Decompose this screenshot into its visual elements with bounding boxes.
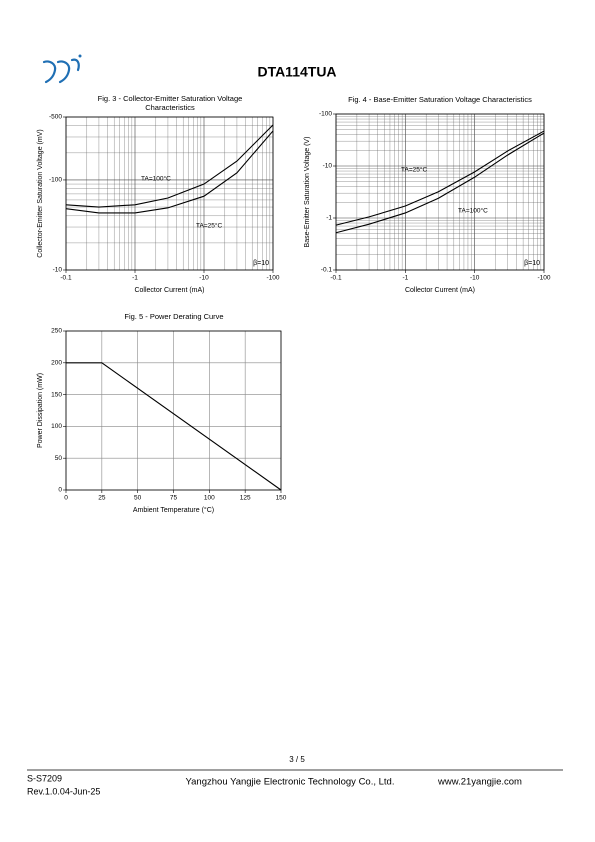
- x-tick-label: -10: [199, 275, 209, 282]
- x-tick-label: 50: [134, 495, 142, 502]
- logo: [42, 54, 82, 84]
- chart-title: Fig. 5 - Power Derating Curve: [124, 312, 223, 321]
- series-label: TA=100°C: [458, 207, 488, 215]
- y-tick-label: -0.1: [321, 267, 333, 274]
- x-tick-label: -0.1: [60, 275, 72, 282]
- x-tick-label: -10: [470, 275, 480, 282]
- x-tick-label: -100: [537, 275, 550, 282]
- x-tick-label: -1: [402, 275, 408, 282]
- y-axis-label: Collector-Emitter Saturation Voltage (mV…: [37, 129, 44, 257]
- series-label: TA=25°C: [401, 166, 427, 174]
- chart-title: Fig. 3 - Collector-Emitter Saturation Vo…: [98, 94, 243, 103]
- website: www.21yangjie.com: [437, 777, 522, 788]
- plot-frame: [65, 116, 274, 271]
- doc-title: DTA114TUA: [257, 64, 336, 80]
- company: Yangzhou Yangjie Electronic Technology C…: [186, 777, 395, 788]
- logo-stroke: [56, 60, 71, 84]
- y-tick-label: 100: [51, 423, 62, 430]
- series-label: TA=25°C: [196, 222, 222, 230]
- y-axis-label: Power Dissipation (mW): [37, 373, 44, 448]
- x-tick-label: -0.1: [330, 275, 342, 282]
- x-axis-label: Collector Current (mA): [405, 287, 475, 294]
- series-label: TA=100°C: [141, 175, 171, 183]
- x-tick-label: -100: [266, 275, 279, 282]
- x-tick-label: 125: [240, 495, 251, 502]
- data-line: [335, 132, 545, 234]
- y-tick-label: 250: [51, 328, 62, 335]
- doc-id: S-S7209: [27, 773, 62, 783]
- x-tick-label: 100: [204, 495, 215, 502]
- x-axis-label: Collector Current (mA): [134, 287, 204, 294]
- x-axis-label: Ambient Temperature (°C): [133, 506, 214, 514]
- plot-frame: [335, 113, 545, 271]
- y-tick-label: 0: [58, 487, 62, 494]
- logo-stroke: [42, 60, 57, 84]
- y-tick-label: -10: [323, 163, 333, 170]
- annotation: β=10: [524, 260, 540, 267]
- data-line: [335, 130, 545, 226]
- annotation: β=10: [253, 260, 269, 267]
- plot-frame: [65, 330, 282, 491]
- x-tick-label: 150: [276, 495, 287, 502]
- y-tick-label: -100: [49, 177, 62, 184]
- x-tick-label: 75: [170, 495, 178, 502]
- logo-stroke: [70, 58, 80, 72]
- y-tick-label: -10: [53, 267, 63, 274]
- y-tick-label: 50: [55, 455, 63, 462]
- x-tick-label: 25: [98, 495, 106, 502]
- page-number: 3 / 5: [289, 755, 305, 764]
- y-tick-label: -100: [319, 111, 332, 118]
- data-line: [65, 124, 274, 208]
- chart-title: Characteristics: [145, 103, 195, 112]
- revision: Rev.1.0.04-Jun-25: [27, 786, 100, 796]
- x-tick-label: -1: [132, 275, 138, 282]
- logo-dot: [78, 54, 82, 58]
- data-line: [65, 130, 274, 214]
- y-axis-label: Base-Emitter Saturation Voltage (V): [304, 137, 311, 248]
- data-line: [66, 362, 282, 491]
- y-tick-label: 150: [51, 391, 62, 398]
- y-tick-label: 200: [51, 360, 62, 367]
- y-tick-label: -1: [326, 215, 332, 222]
- y-tick-label: -500: [49, 114, 62, 121]
- x-tick-label: 0: [64, 495, 68, 502]
- chart-title: Fig. 4 - Base-Emitter Saturation Voltage…: [348, 95, 532, 104]
